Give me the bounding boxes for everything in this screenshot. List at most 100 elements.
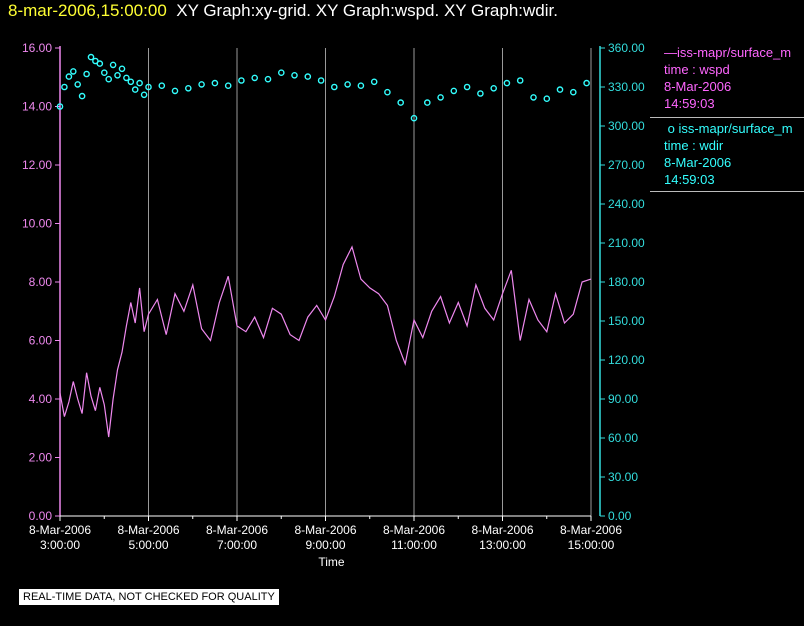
legend-wdir-date: 8-Mar-2006: [664, 155, 732, 170]
x-tick-label-time: 3:00:00: [40, 538, 80, 552]
series-point-wdir: [131, 86, 139, 93]
series-line-wspd: [59, 245, 592, 438]
legend-wspd-time: 14:59:03: [664, 96, 715, 111]
series-point-wdir: [384, 88, 391, 96]
series-point-wdir: [503, 79, 511, 87]
series-point-wdir: [136, 79, 143, 87]
series-point-wdir: [158, 82, 166, 89]
series-point-wdir: [317, 77, 325, 84]
legend-divider-bottom: [650, 191, 804, 192]
y-tick-label-right: 90.00: [608, 392, 638, 406]
series-point-wdir: [516, 77, 524, 84]
y-tick-label-right: 210.00: [608, 236, 645, 250]
y-tick-label-right: 240.00: [608, 197, 645, 211]
series-point-wdir: [123, 74, 130, 82]
series-point-wdir: [251, 74, 258, 82]
series-point-wdir: [477, 90, 484, 97]
series-point-wdir: [330, 83, 338, 91]
series-point-wdir: [211, 79, 219, 87]
series-point-wdir: [357, 82, 365, 89]
y-tick-label-right: 120.00: [608, 353, 645, 367]
series-point-wdir: [74, 81, 81, 88]
series-point-wdir: [583, 79, 590, 87]
x-tick-label-date: 8-Mar-2006: [471, 523, 533, 537]
series-point-wdir: [140, 91, 148, 99]
series-point-wdir: [56, 103, 64, 110]
series-point-wdir: [171, 87, 179, 95]
x-tick-label-time: 15:00:00: [568, 538, 615, 552]
x-tick-label-date: 8-Mar-2006: [29, 523, 91, 537]
series-point-wdir: [437, 94, 444, 101]
series-point-wdir: [344, 81, 351, 88]
series-point-wdir: [109, 61, 117, 69]
y-tick-label-right: 330.00: [608, 80, 645, 94]
series-point-wdir: [570, 88, 577, 96]
series-point-wdir: [184, 85, 192, 92]
series-point-wdir: [291, 72, 298, 79]
y-tick-label-right: 300.00: [608, 119, 645, 133]
x-tick-label-date: 8-Mar-2006: [294, 523, 356, 537]
legend-wspd: —iss-mapr/surface_m time : wspd 8-Mar-20…: [664, 44, 804, 112]
series-point-wdir: [118, 65, 126, 73]
y-tick-label-left: 8.00: [29, 275, 53, 289]
x-tick-label-date: 8-Mar-2006: [206, 523, 268, 537]
series-point-wdir: [304, 73, 312, 80]
series-point-wdir: [423, 99, 431, 106]
series-point-wdir: [463, 83, 471, 91]
series-point-wdir: [127, 78, 135, 86]
legend-wdir: o iss-mapr/surface_m time : wdir 8-Mar-2…: [664, 120, 804, 188]
x-tick-label-time: 5:00:00: [128, 538, 168, 552]
y-tick-label-left: 16.00: [22, 41, 52, 55]
x-tick-label-time: 13:00:00: [479, 538, 526, 552]
x-tick-label-time: 11:00:00: [391, 538, 437, 552]
series-point-wdir: [224, 82, 232, 89]
y-tick-label-right: 360.00: [608, 41, 645, 55]
series-point-wdir: [490, 85, 498, 92]
y-tick-label-left: 0.00: [29, 509, 53, 523]
legend-wspd-field: time : wspd: [664, 62, 730, 77]
y-tick-label-right: 270.00: [608, 158, 645, 172]
x-axis-label: Time: [318, 555, 345, 569]
y-tick-label-right: 0.00: [608, 509, 632, 523]
series-point-wdir: [277, 69, 285, 76]
series-point-wdir: [530, 94, 537, 101]
series-point-wdir: [61, 83, 68, 91]
x-tick-label-time: 7:00:00: [217, 538, 257, 552]
series-point-wdir: [78, 92, 86, 100]
legend-wdir-time: 14:59:03: [664, 172, 715, 187]
x-tick-label-date: 8-Mar-2006: [560, 523, 622, 537]
series-point-wdir: [370, 78, 378, 86]
series-point-wdir: [87, 53, 95, 61]
legend-wdir-circle-icon: o: [664, 121, 679, 136]
series-point-wdir: [543, 95, 551, 102]
quality-note: REAL-TIME DATA, NOT CHECKED FOR QUALITY: [19, 589, 279, 605]
y-tick-label-left: 12.00: [22, 158, 52, 172]
y-tick-label-right: 150.00: [608, 314, 645, 328]
chart-header: 8-mar-2006,15:00:00 XY Graph:xy-grid. XY…: [8, 1, 558, 21]
y-tick-label-left: 10.00: [22, 217, 52, 231]
series-point-wdir: [145, 83, 152, 91]
legend-wspd-date: 8-Mar-2006: [664, 79, 732, 94]
series-point-wdir: [96, 60, 104, 67]
timestamp: 8-mar-2006,15:00:00: [8, 1, 167, 20]
y-tick-label-left: 14.00: [22, 100, 52, 114]
series-point-wdir: [70, 68, 77, 75]
y-tick-label-left: 4.00: [29, 392, 53, 406]
series-point-wdir: [238, 77, 245, 84]
legend-divider: [650, 117, 804, 118]
series-point-wdir: [101, 69, 108, 76]
legend-wdir-name: iss-mapr/surface_m: [678, 121, 793, 136]
series-point-wdir: [198, 81, 205, 88]
legend-wspd-name: iss-mapr/surface_m: [677, 45, 792, 60]
series-point-wdir: [83, 70, 90, 78]
series-point-wdir: [105, 75, 112, 83]
y-tick-label-right: 180.00: [608, 275, 645, 289]
series-point-wdir: [264, 75, 272, 83]
series-point-wdir: [410, 114, 418, 122]
y-tick-label-left: 6.00: [29, 334, 53, 348]
x-tick-label-date: 8-Mar-2006: [383, 523, 445, 537]
y-tick-label-right: 30.00: [608, 470, 638, 484]
series-point-wdir: [114, 72, 121, 79]
series-point-wdir: [397, 99, 405, 106]
legend-wdir-field: time : wdir: [664, 138, 724, 153]
